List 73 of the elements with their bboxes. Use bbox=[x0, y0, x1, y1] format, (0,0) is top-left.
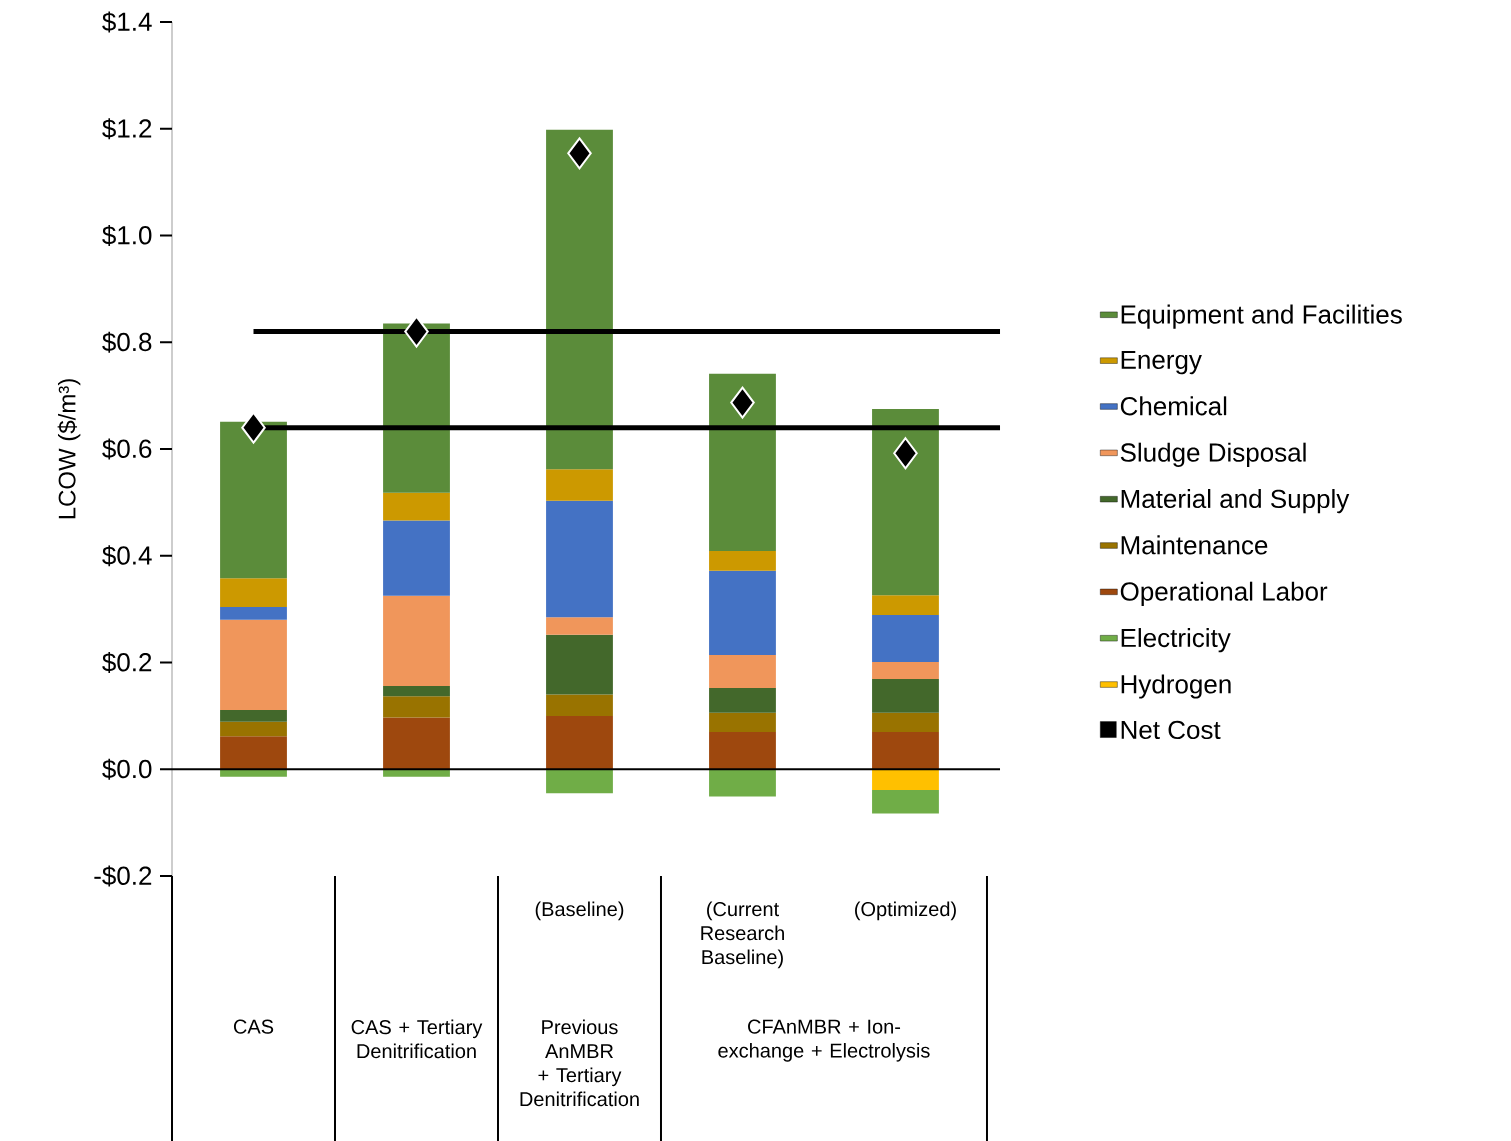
bar bbox=[383, 492, 450, 521]
bar bbox=[872, 769, 939, 791]
bar bbox=[546, 129, 613, 470]
bar bbox=[709, 688, 776, 713]
x-tick-label: (Current Research Baseline) bbox=[701, 901, 784, 969]
x-tick-label: CAS bbox=[233, 1019, 274, 1034]
bar bbox=[872, 679, 939, 713]
point bbox=[730, 386, 755, 419]
legend-label: Material and Supply bbox=[1121, 489, 1350, 514]
legend-label: Hydrogen bbox=[1121, 674, 1231, 699]
bar bbox=[709, 373, 776, 551]
bar bbox=[220, 721, 287, 737]
legend-label: Net Cost bbox=[1121, 720, 1221, 740]
bar bbox=[383, 696, 450, 718]
bar bbox=[872, 731, 939, 770]
bar bbox=[872, 712, 939, 732]
text: CFAnMBR + Ion-exchange + Electrolysis bbox=[718, 1019, 930, 1062]
legend-label: Electricity bbox=[1121, 628, 1231, 653]
bar bbox=[220, 769, 287, 777]
bar bbox=[872, 408, 939, 596]
bar bbox=[383, 323, 450, 493]
y-tick-label: -$0.2 bbox=[94, 865, 152, 887]
legend-label: Equipment and Facilities bbox=[1121, 304, 1402, 329]
bar bbox=[383, 769, 450, 777]
legend-label: Maintenance bbox=[1121, 535, 1268, 555]
y-tick-label: $0.0 bbox=[102, 758, 152, 780]
bar bbox=[546, 500, 613, 618]
y-tick-label: $0.8 bbox=[102, 331, 152, 353]
text: Previous AnMBR + Tertiary Denitrification bbox=[520, 1019, 639, 1107]
bar bbox=[546, 715, 613, 770]
bar bbox=[546, 634, 613, 695]
y-tick-label: $1.4 bbox=[102, 11, 152, 33]
bar bbox=[872, 790, 939, 814]
bar bbox=[872, 595, 939, 615]
bar bbox=[709, 550, 776, 571]
bar bbox=[709, 570, 776, 656]
x-tick-label: (Optimized) bbox=[855, 901, 956, 921]
bar bbox=[709, 712, 776, 732]
y-tick-label: $0.4 bbox=[102, 545, 152, 567]
bar bbox=[220, 421, 287, 579]
legend-label: Operational Labor bbox=[1120, 581, 1328, 606]
bar bbox=[383, 595, 450, 686]
y-tick-label: $1.2 bbox=[102, 118, 152, 140]
x-tick-label: CAS + Tertiary Denitrification bbox=[351, 1019, 483, 1059]
point bbox=[241, 411, 266, 444]
bar bbox=[220, 578, 287, 607]
bar bbox=[872, 661, 939, 680]
bar bbox=[383, 520, 450, 596]
bar bbox=[220, 619, 287, 710]
legend-label: Chemical bbox=[1120, 396, 1227, 416]
legend-label: Energy bbox=[1121, 350, 1202, 375]
bar bbox=[709, 731, 776, 770]
x-tick-label: (Baseline) bbox=[535, 901, 624, 921]
point bbox=[404, 315, 429, 348]
bar bbox=[220, 606, 287, 620]
bar bbox=[709, 769, 776, 797]
bar bbox=[546, 694, 613, 716]
bar bbox=[220, 710, 287, 722]
bar bbox=[546, 617, 613, 635]
bar bbox=[546, 769, 613, 794]
point bbox=[893, 437, 918, 470]
legend-label: Sludge Disposal bbox=[1120, 442, 1306, 467]
bar bbox=[383, 685, 450, 697]
bar bbox=[709, 655, 776, 689]
y-axis-title: LCOW ($/m³) bbox=[57, 379, 81, 519]
bar bbox=[546, 469, 613, 501]
y-tick-label: $1.0 bbox=[102, 224, 152, 247]
bar bbox=[383, 717, 450, 770]
bar bbox=[872, 615, 939, 662]
point bbox=[567, 137, 592, 170]
y-tick-label: $0.2 bbox=[102, 651, 152, 674]
y-tick-label: $0.6 bbox=[102, 438, 152, 460]
bar bbox=[220, 736, 287, 770]
